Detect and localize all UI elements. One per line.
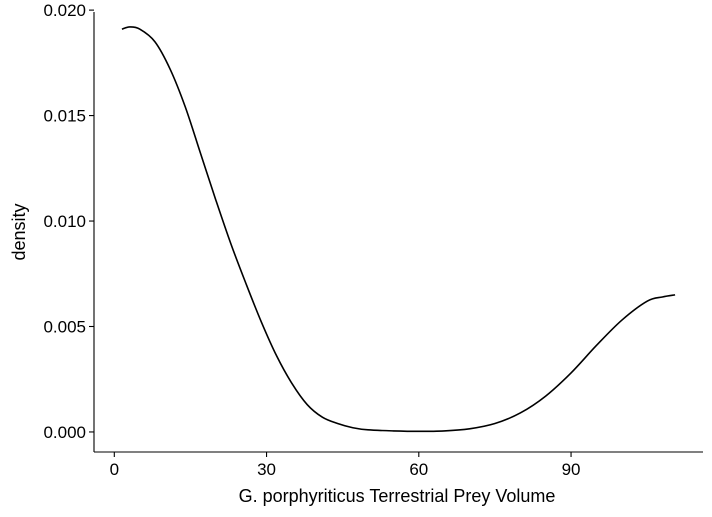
x-tick-label: 30 [257,460,276,479]
y-tick-label: 0.005 [43,317,86,336]
axes: 0 30 60 90 0.000 0.005 0.010 0.015 0.020 [43,1,703,479]
y-tick-label: 0.010 [43,212,86,231]
density-curve [121,26,676,433]
y-axis-title: density [9,203,29,260]
x-tick-label: 0 [110,460,119,479]
plot-area [121,26,676,433]
y-tick-label: 0.020 [43,1,86,20]
y-tick-label: 0.015 [43,107,86,126]
x-tick-label: 90 [562,460,581,479]
x-tick-label: 60 [409,460,428,479]
y-tick-label: 0.000 [43,423,86,442]
x-axis-title: G. porphyriticus Terrestrial Prey Volume [239,486,556,506]
